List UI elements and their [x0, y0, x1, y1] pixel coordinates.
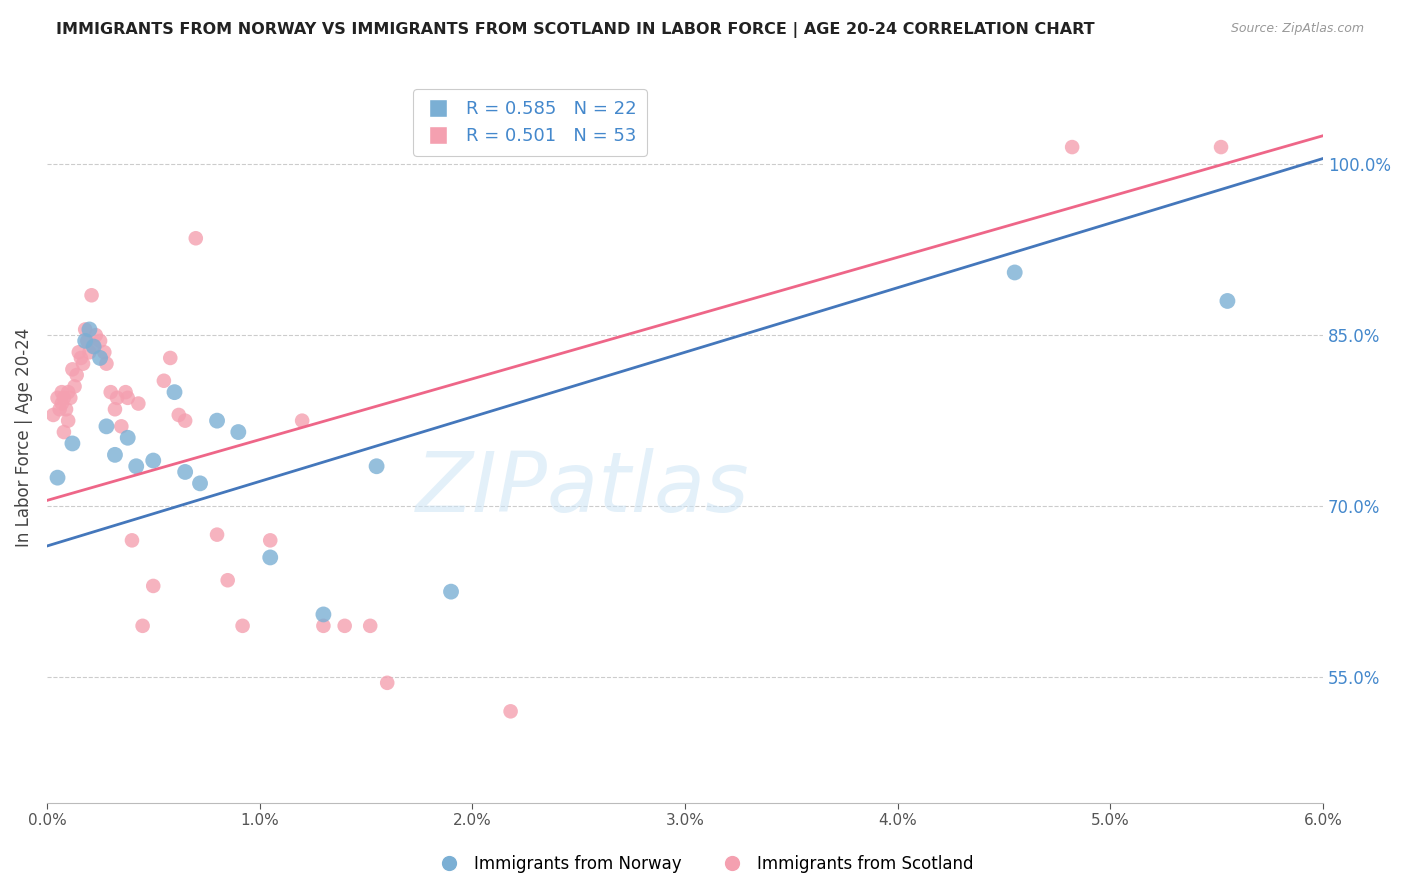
Legend: R = 0.585   N = 22, R = 0.501   N = 53: R = 0.585 N = 22, R = 0.501 N = 53 — [413, 89, 647, 156]
Point — [153, 374, 176, 388]
Point — [174, 414, 197, 428]
Point — [205, 527, 228, 541]
Point — [167, 408, 190, 422]
Point — [66, 368, 89, 382]
Point — [79, 322, 101, 336]
Point — [117, 431, 139, 445]
Point — [131, 619, 153, 633]
Point — [52, 391, 75, 405]
Point — [75, 334, 97, 348]
Point — [127, 396, 149, 410]
Point — [51, 396, 73, 410]
Point — [105, 391, 128, 405]
Point — [67, 345, 90, 359]
Point — [56, 414, 79, 428]
Point — [79, 345, 101, 359]
Point — [499, 704, 522, 718]
Point — [46, 391, 69, 405]
Point — [56, 385, 79, 400]
Point — [84, 328, 107, 343]
Point — [48, 402, 70, 417]
Point — [96, 357, 118, 371]
Point — [51, 385, 73, 400]
Point — [75, 322, 97, 336]
Point — [72, 357, 94, 371]
Point — [1209, 140, 1232, 154]
Point — [333, 619, 356, 633]
Point — [188, 476, 211, 491]
Point — [70, 351, 93, 365]
Point — [63, 379, 86, 393]
Text: ZIPatlas: ZIPatlas — [416, 449, 749, 529]
Point — [1216, 293, 1239, 308]
Point — [89, 351, 111, 365]
Point — [259, 550, 281, 565]
Point — [142, 453, 165, 467]
Point — [89, 334, 111, 348]
Point — [104, 402, 127, 417]
Point — [83, 340, 105, 354]
Point — [205, 414, 228, 428]
Point — [359, 619, 381, 633]
Point — [59, 391, 82, 405]
Point — [76, 334, 98, 348]
Point — [174, 465, 197, 479]
Point — [42, 408, 65, 422]
Point — [83, 340, 105, 354]
Point — [1062, 140, 1084, 154]
Point — [366, 459, 388, 474]
Point — [55, 402, 77, 417]
Point — [125, 459, 148, 474]
Point — [80, 288, 103, 302]
Point — [440, 584, 463, 599]
Y-axis label: In Labor Force | Age 20-24: In Labor Force | Age 20-24 — [15, 328, 32, 548]
Point — [100, 385, 122, 400]
Point — [1004, 265, 1026, 279]
Text: Source: ZipAtlas.com: Source: ZipAtlas.com — [1230, 22, 1364, 36]
Point — [121, 533, 143, 548]
Point — [110, 419, 132, 434]
Point — [93, 345, 115, 359]
Point — [104, 448, 127, 462]
Point — [62, 436, 84, 450]
Point — [291, 414, 314, 428]
Point — [62, 362, 84, 376]
Point — [114, 385, 136, 400]
Text: IMMIGRANTS FROM NORWAY VS IMMIGRANTS FROM SCOTLAND IN LABOR FORCE | AGE 20-24 CO: IMMIGRANTS FROM NORWAY VS IMMIGRANTS FRO… — [56, 22, 1095, 38]
Point — [142, 579, 165, 593]
Point — [163, 385, 186, 400]
Legend: Immigrants from Norway, Immigrants from Scotland: Immigrants from Norway, Immigrants from … — [426, 848, 980, 880]
Point — [259, 533, 281, 548]
Point — [184, 231, 207, 245]
Point — [52, 425, 75, 439]
Point — [312, 607, 335, 622]
Point — [117, 391, 139, 405]
Point — [375, 676, 398, 690]
Point — [96, 419, 118, 434]
Point — [217, 573, 239, 587]
Point — [228, 425, 250, 439]
Point — [159, 351, 181, 365]
Point — [312, 619, 335, 633]
Point — [232, 619, 254, 633]
Point — [46, 470, 69, 484]
